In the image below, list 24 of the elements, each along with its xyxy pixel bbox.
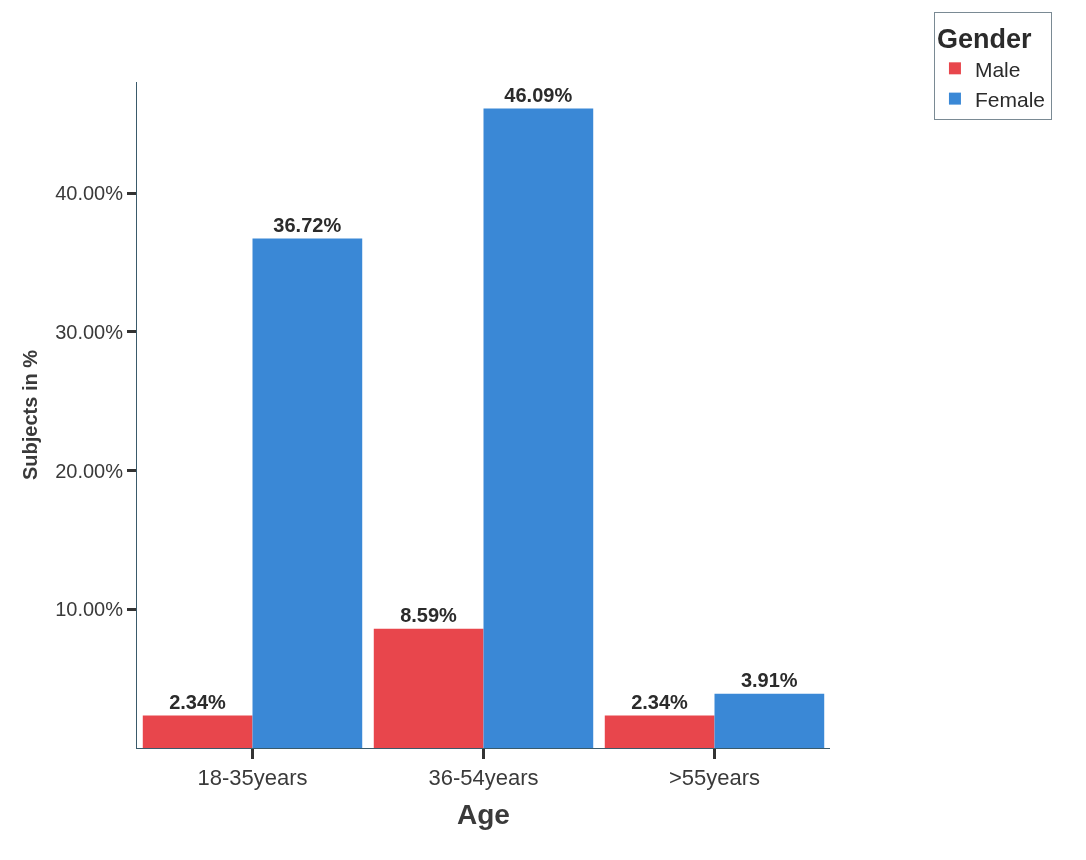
data-label: 3.91% — [740, 668, 798, 691]
bar — [714, 693, 825, 748]
x-tick-label: 36-54years — [428, 765, 539, 791]
y-tick-label: 30.00% — [55, 320, 124, 343]
y-tick-label: 20.00% — [55, 459, 124, 482]
bar — [373, 628, 484, 748]
data-label: 46.09% — [504, 83, 573, 106]
data-label: 36.72% — [273, 213, 342, 236]
data-label: 2.34% — [169, 690, 227, 713]
legend-label: Female — [974, 87, 1045, 111]
legend-label: Male — [974, 57, 1021, 81]
data-label: 8.59% — [400, 603, 458, 626]
bar — [604, 715, 715, 748]
bar — [483, 108, 594, 748]
x-tick-label: 18-35years — [197, 765, 308, 791]
x-tick-label: >55years — [668, 765, 761, 791]
bar — [142, 715, 253, 748]
x-axis-title: Age — [457, 798, 510, 830]
y-tick-label: 40.00% — [55, 182, 124, 204]
y-tick-label: 10.00% — [55, 598, 124, 621]
legend-title: Gender — [936, 24, 1032, 55]
data-label: 2.34% — [631, 690, 689, 713]
bar — [252, 238, 363, 748]
y-axis-title: Subjects in % — [18, 349, 41, 481]
